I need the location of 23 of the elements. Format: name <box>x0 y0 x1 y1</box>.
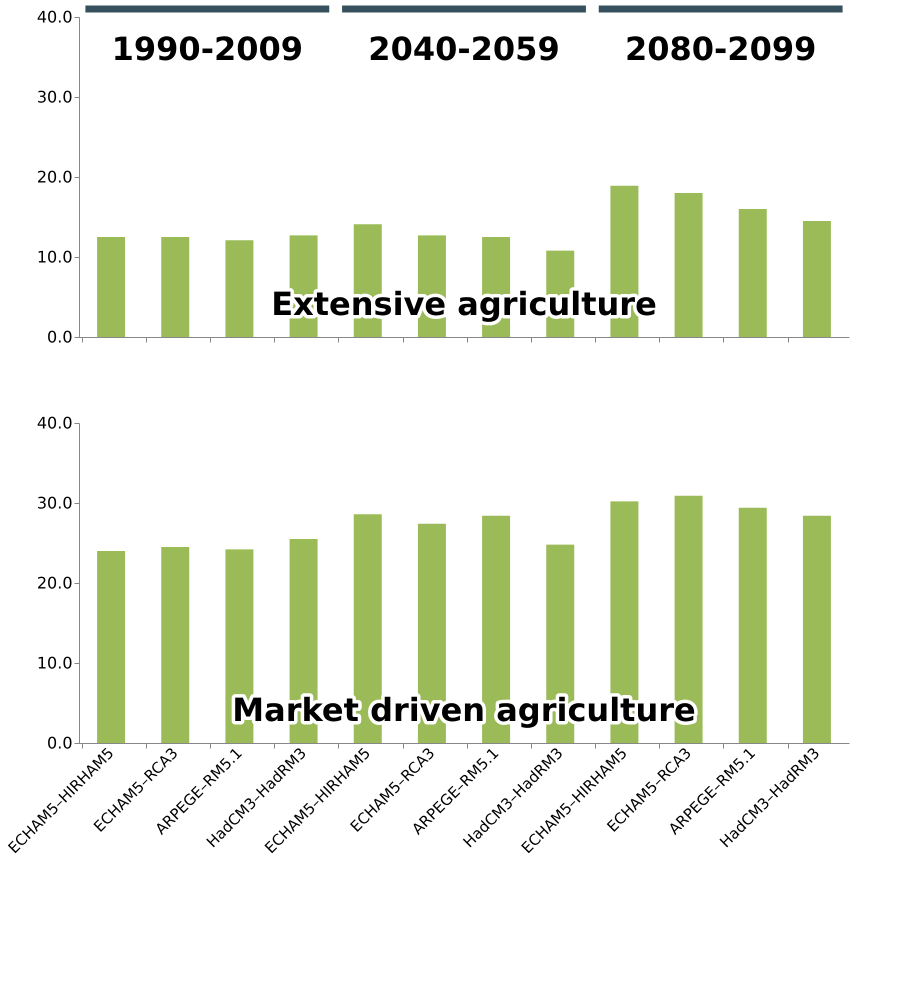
y-tick-label: 30.0 <box>36 494 72 512</box>
y-tick-label: 40.0 <box>36 8 72 26</box>
y-tick-label: 10.0 <box>36 248 72 266</box>
y-tick-label: 0.0 <box>47 328 72 346</box>
bar <box>161 547 190 743</box>
bar <box>738 209 767 337</box>
y-tick-label: 20.0 <box>36 168 72 186</box>
bar <box>97 237 126 337</box>
bar <box>225 240 254 337</box>
annotation: 2080-2099 <box>624 30 816 68</box>
y-tick-label: 10.0 <box>36 654 72 672</box>
y-tick-label: 30.0 <box>36 88 72 106</box>
y-tick-label: 40.0 <box>36 414 72 432</box>
y-tick-label: 0.0 <box>47 734 72 752</box>
bar <box>802 221 831 337</box>
annotation: 1990-2009 <box>112 30 304 68</box>
bar <box>802 516 831 743</box>
y-tick-label: 20.0 <box>36 574 72 592</box>
bar <box>161 237 190 337</box>
bar <box>738 508 767 743</box>
bar <box>97 551 126 743</box>
bar <box>674 193 703 337</box>
annotation: 2040-2059 <box>368 30 560 68</box>
